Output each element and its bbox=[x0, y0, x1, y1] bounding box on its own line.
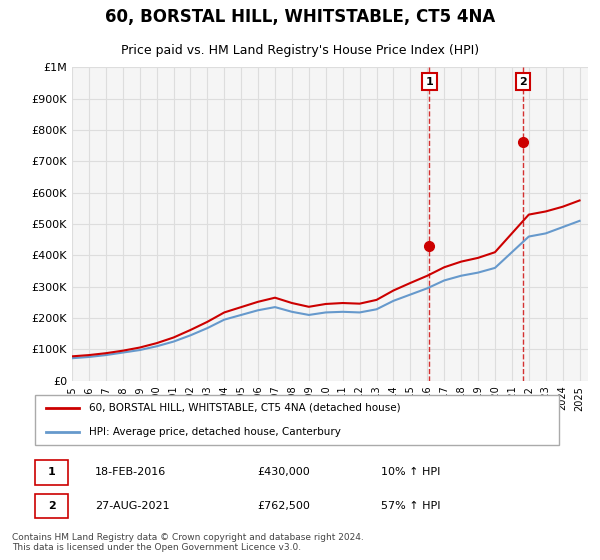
Text: £762,500: £762,500 bbox=[257, 501, 310, 511]
FancyBboxPatch shape bbox=[35, 494, 68, 518]
Text: 2: 2 bbox=[48, 501, 55, 511]
FancyBboxPatch shape bbox=[35, 460, 68, 484]
Text: 60, BORSTAL HILL, WHITSTABLE, CT5 4NA (detached house): 60, BORSTAL HILL, WHITSTABLE, CT5 4NA (d… bbox=[89, 403, 401, 413]
Text: 60, BORSTAL HILL, WHITSTABLE, CT5 4NA: 60, BORSTAL HILL, WHITSTABLE, CT5 4NA bbox=[105, 8, 495, 26]
Text: 57% ↑ HPI: 57% ↑ HPI bbox=[381, 501, 440, 511]
Text: 1: 1 bbox=[48, 468, 55, 478]
Text: 2: 2 bbox=[519, 77, 527, 87]
Text: 27-AUG-2021: 27-AUG-2021 bbox=[95, 501, 169, 511]
Text: 10% ↑ HPI: 10% ↑ HPI bbox=[381, 468, 440, 478]
Text: 18-FEB-2016: 18-FEB-2016 bbox=[95, 468, 166, 478]
Text: Price paid vs. HM Land Registry's House Price Index (HPI): Price paid vs. HM Land Registry's House … bbox=[121, 44, 479, 57]
Text: HPI: Average price, detached house, Canterbury: HPI: Average price, detached house, Cant… bbox=[89, 427, 341, 437]
FancyBboxPatch shape bbox=[35, 395, 559, 445]
Text: Contains HM Land Registry data © Crown copyright and database right 2024.
This d: Contains HM Land Registry data © Crown c… bbox=[12, 533, 364, 552]
Text: 1: 1 bbox=[425, 77, 433, 87]
Text: £430,000: £430,000 bbox=[257, 468, 310, 478]
